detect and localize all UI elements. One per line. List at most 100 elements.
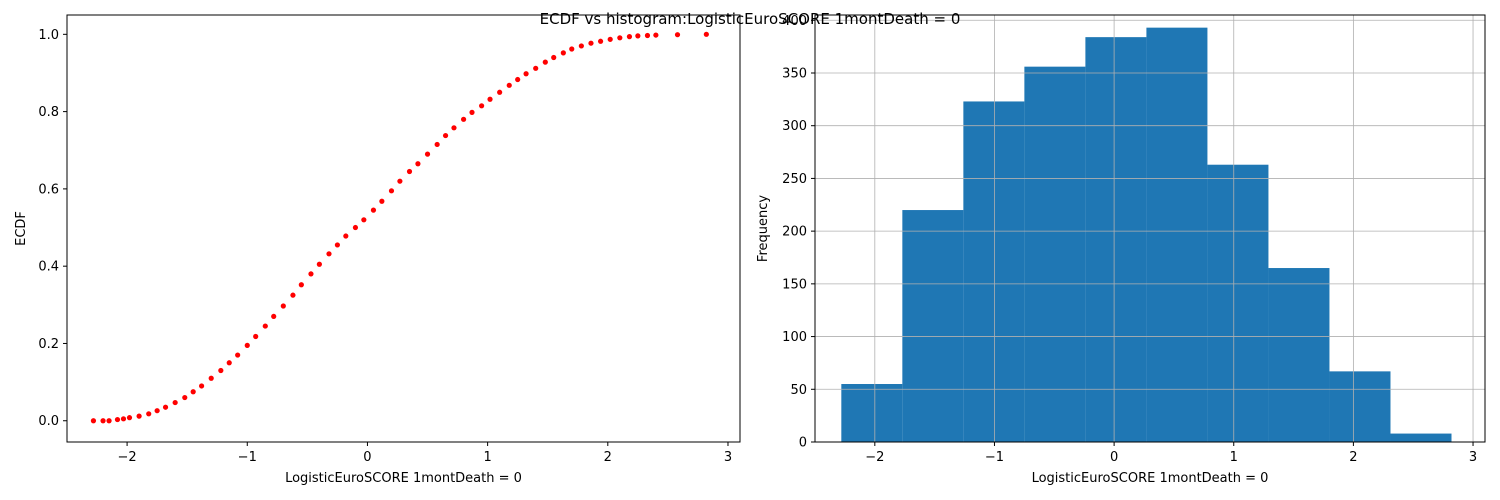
hist-y-tick-label: 350 — [782, 66, 807, 81]
histogram-x-ticks: −2 −1 0 1 2 3 — [865, 442, 1477, 465]
ecdf-y-tick-label: 0.6 — [38, 182, 59, 197]
ecdf-point — [253, 333, 259, 340]
ecdf-point — [262, 323, 268, 329]
ecdf-point — [588, 40, 594, 46]
ecdf-point — [280, 303, 286, 309]
ecdf-point — [479, 103, 485, 109]
ecdf-point — [100, 418, 106, 424]
ecdf-axes-frame — [66, 14, 741, 443]
ecdf-point — [542, 59, 548, 65]
ecdf-point — [415, 161, 421, 167]
ecdf-y-tick-label: 0.4 — [38, 260, 59, 275]
ecdf-point — [114, 416, 121, 423]
histogram-panel: −2 −1 0 1 2 3 0 50 100 150 200 250 300 350 400 Logist… — [756, 14, 1486, 486]
ecdf-x-ticks: −2 −1 0 1 2 3 — [118, 442, 732, 465]
histogram-bar — [1024, 66, 1086, 442]
ecdf-y-ticks: 0.0 0.2 0.4 0.6 0.8 1.0 — [38, 28, 67, 429]
ecdf-point — [120, 416, 127, 422]
histogram-bar — [1207, 164, 1269, 443]
histogram-bars — [841, 27, 1452, 443]
ecdf-point — [218, 367, 224, 374]
ecdf-point — [226, 360, 232, 366]
ecdf-point — [172, 399, 178, 406]
ecdf-point — [316, 261, 322, 267]
ecdf-point — [235, 352, 241, 358]
histogram-axes-frame — [814, 14, 1486, 443]
ecdf-point — [352, 224, 359, 231]
ecdf-point — [361, 217, 367, 223]
ecdf-point — [162, 404, 169, 410]
ecdf-point — [451, 125, 457, 131]
hist-y-tick-label: 50 — [790, 383, 807, 398]
ecdf-points — [90, 31, 709, 424]
histogram-bar — [1329, 371, 1391, 442]
ecdf-x-tick-label: 3 — [724, 450, 732, 465]
ecdf-point — [146, 411, 152, 417]
hist-x-tick-label: 2 — [1349, 450, 1357, 465]
ecdf-point — [379, 198, 385, 204]
histogram-y-axis-label: Frequency — [756, 195, 771, 262]
hist-y-tick-label: 250 — [782, 172, 807, 187]
histogram-bar — [841, 384, 903, 442]
ecdf-point — [515, 76, 521, 83]
histogram-y-ticks: 0 50 100 150 200 250 300 350 400 — [782, 14, 815, 451]
hist-y-tick-label: 300 — [782, 119, 807, 134]
ecdf-point — [136, 413, 142, 419]
ecdf-point — [460, 116, 467, 122]
ecdf-point — [388, 188, 395, 194]
ecdf-point — [406, 168, 413, 175]
hist-y-tick-label: 400 — [782, 14, 807, 29]
histogram-bar — [1146, 27, 1208, 442]
ecdf-point — [617, 35, 623, 41]
histogram-bar — [1268, 268, 1330, 442]
ecdf-point — [653, 32, 659, 38]
ecdf-point — [271, 313, 277, 320]
hist-x-tick-label: 0 — [1110, 450, 1118, 465]
hist-y-tick-label: 150 — [782, 277, 807, 292]
ecdf-point — [578, 43, 584, 49]
ecdf-y-tick-label: 0.2 — [38, 337, 59, 352]
ecdf-point — [597, 38, 604, 44]
ecdf-point — [298, 282, 304, 288]
hist-y-tick-label: 200 — [782, 225, 807, 240]
ecdf-point — [90, 418, 97, 424]
ecdf-point — [703, 31, 709, 37]
ecdf-y-tick-label: 1.0 — [38, 28, 59, 43]
ecdf-point — [182, 394, 188, 401]
histogram-x-axis-label: LogisticEuroSCORE 1montDeath = 0 — [1032, 471, 1269, 486]
histogram-bar — [963, 101, 1025, 443]
ecdf-point — [644, 32, 651, 39]
ecdf-x-tick-label: 2 — [604, 450, 612, 465]
ecdf-point — [560, 50, 566, 56]
hist-y-tick-label: 0 — [799, 436, 807, 451]
ecdf-point — [334, 242, 341, 248]
ecdf-point — [106, 418, 112, 424]
histogram-bar — [1085, 37, 1147, 442]
ecdf-y-axis-label: ECDF — [14, 211, 29, 246]
ecdf-point — [674, 32, 681, 38]
ecdf-point — [469, 109, 475, 115]
ecdf-panel: −2 −1 0 1 2 3 0.0 0.2 0.4 0.6 0.8 1.0 LogisticEuro… — [14, 14, 741, 486]
histogram-bar — [902, 210, 964, 442]
figure-suptitle: ECDF vs histogram:LogisticEuroSCORE 1mon… — [540, 10, 961, 28]
ecdf-point — [569, 46, 575, 52]
ecdf-point — [523, 71, 529, 77]
ecdf-point — [533, 65, 539, 71]
ecdf-point — [551, 54, 557, 61]
ecdf-point — [326, 251, 332, 257]
ecdf-point — [244, 342, 250, 348]
ecdf-point — [497, 89, 503, 95]
ecdf-point — [397, 178, 403, 184]
ecdf-point — [442, 132, 449, 139]
ecdf-point — [308, 271, 314, 277]
ecdf-y-tick-label: 0.0 — [38, 414, 59, 429]
ecdf-point — [370, 207, 377, 213]
hist-x-tick-label: 1 — [1230, 450, 1238, 465]
ecdf-point — [154, 408, 160, 414]
ecdf-point — [607, 36, 613, 42]
ecdf-point — [126, 415, 133, 421]
ecdf-x-tick-label: −1 — [238, 450, 257, 465]
hist-y-tick-label: 100 — [782, 330, 807, 345]
ecdf-y-tick-label: 0.8 — [38, 105, 59, 120]
